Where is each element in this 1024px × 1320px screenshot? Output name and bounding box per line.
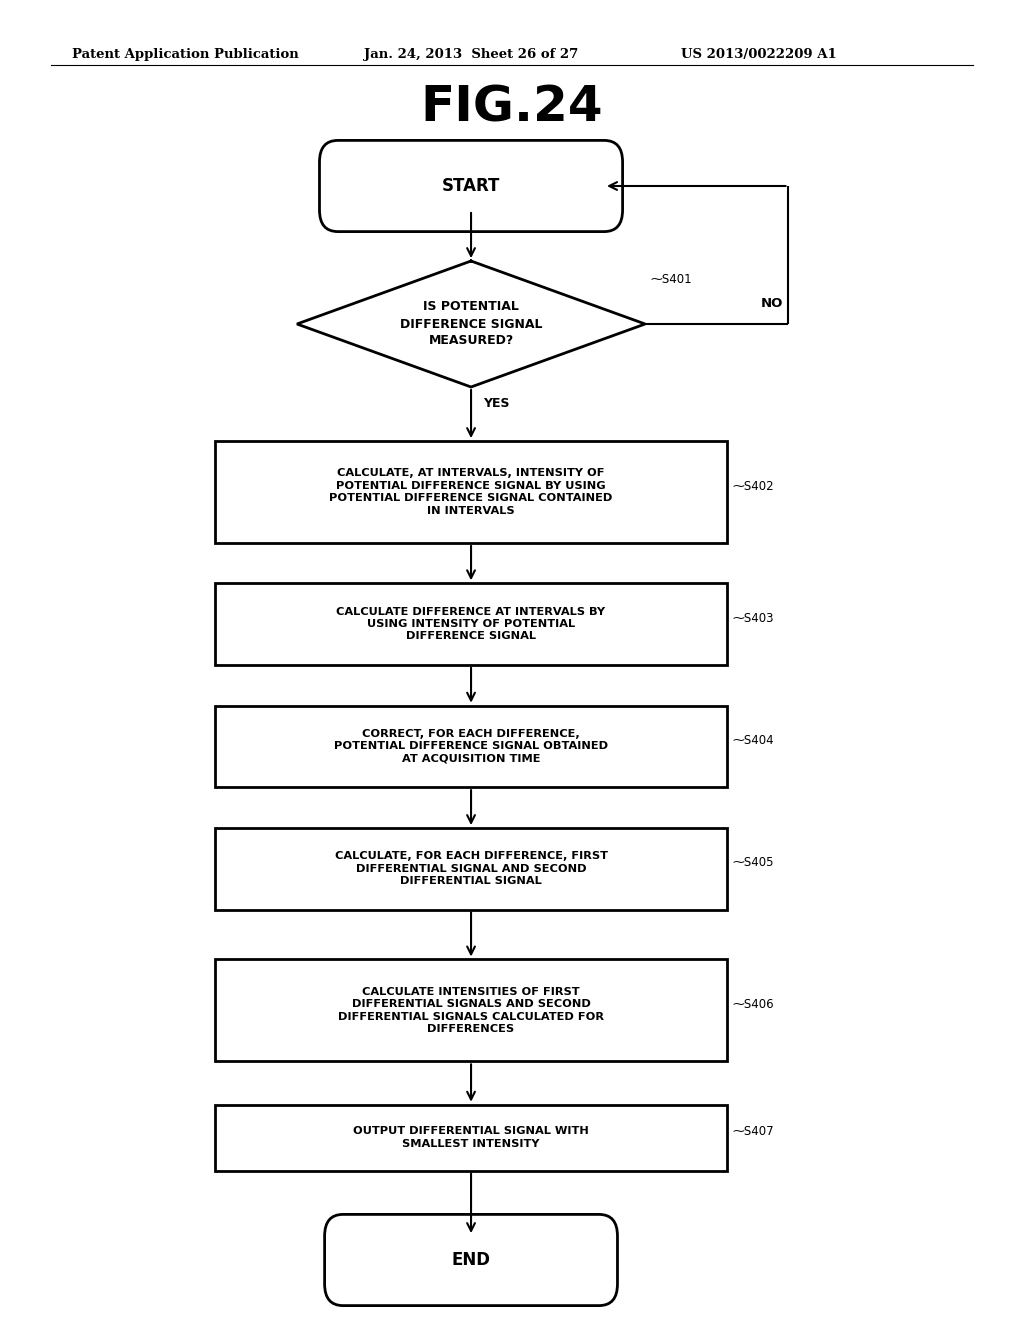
Text: ⁓S405: ⁓S405 — [732, 857, 774, 870]
Text: ⁓S406: ⁓S406 — [732, 998, 774, 1011]
Text: CALCULATE INTENSITIES OF FIRST
DIFFERENTIAL SIGNALS AND SECOND
DIFFERENTIAL SIGN: CALCULATE INTENSITIES OF FIRST DIFFERENT… — [338, 987, 604, 1034]
FancyBboxPatch shape — [325, 1214, 617, 1305]
Text: ⁓S401: ⁓S401 — [650, 273, 692, 286]
Text: OUTPUT DIFFERENTIAL SIGNAL WITH
SMALLEST INTENSITY: OUTPUT DIFFERENTIAL SIGNAL WITH SMALLEST… — [353, 1126, 589, 1148]
Text: FIG.24: FIG.24 — [421, 84, 603, 132]
Text: YES: YES — [483, 396, 510, 409]
Bar — [215, 828, 727, 909]
Polygon shape — [297, 261, 645, 387]
Text: Patent Application Publication: Patent Application Publication — [72, 48, 298, 61]
Bar — [215, 960, 727, 1061]
Text: CALCULATE, FOR EACH DIFFERENCE, FIRST
DIFFERENTIAL SIGNAL AND SECOND
DIFFERENTIA: CALCULATE, FOR EACH DIFFERENCE, FIRST DI… — [335, 851, 607, 886]
Bar — [215, 583, 727, 665]
Text: IS POTENTIAL
DIFFERENCE SIGNAL
MEASURED?: IS POTENTIAL DIFFERENCE SIGNAL MEASURED? — [399, 301, 543, 347]
Bar — [215, 1105, 727, 1171]
Text: US 2013/0022209 A1: US 2013/0022209 A1 — [681, 48, 837, 61]
Text: ⁓S404: ⁓S404 — [732, 734, 774, 747]
Text: CORRECT, FOR EACH DIFFERENCE,
POTENTIAL DIFFERENCE SIGNAL OBTAINED
AT ACQUISITIO: CORRECT, FOR EACH DIFFERENCE, POTENTIAL … — [334, 729, 608, 764]
Text: ⁓S402: ⁓S402 — [732, 479, 774, 492]
Bar — [215, 706, 727, 787]
Text: ⁓S403: ⁓S403 — [732, 611, 774, 624]
Text: ⁓S407: ⁓S407 — [732, 1125, 774, 1138]
FancyBboxPatch shape — [319, 140, 623, 231]
Text: START: START — [441, 177, 501, 195]
Bar — [215, 441, 727, 543]
Text: CALCULATE, AT INTERVALS, INTENSITY OF
POTENTIAL DIFFERENCE SIGNAL BY USING
POTEN: CALCULATE, AT INTERVALS, INTENSITY OF PO… — [330, 469, 612, 516]
Text: END: END — [452, 1251, 490, 1269]
Text: Jan. 24, 2013  Sheet 26 of 27: Jan. 24, 2013 Sheet 26 of 27 — [364, 48, 578, 61]
Text: NO: NO — [761, 297, 783, 310]
Text: CALCULATE DIFFERENCE AT INTERVALS BY
USING INTENSITY OF POTENTIAL
DIFFERENCE SIG: CALCULATE DIFFERENCE AT INTERVALS BY USI… — [337, 607, 605, 642]
